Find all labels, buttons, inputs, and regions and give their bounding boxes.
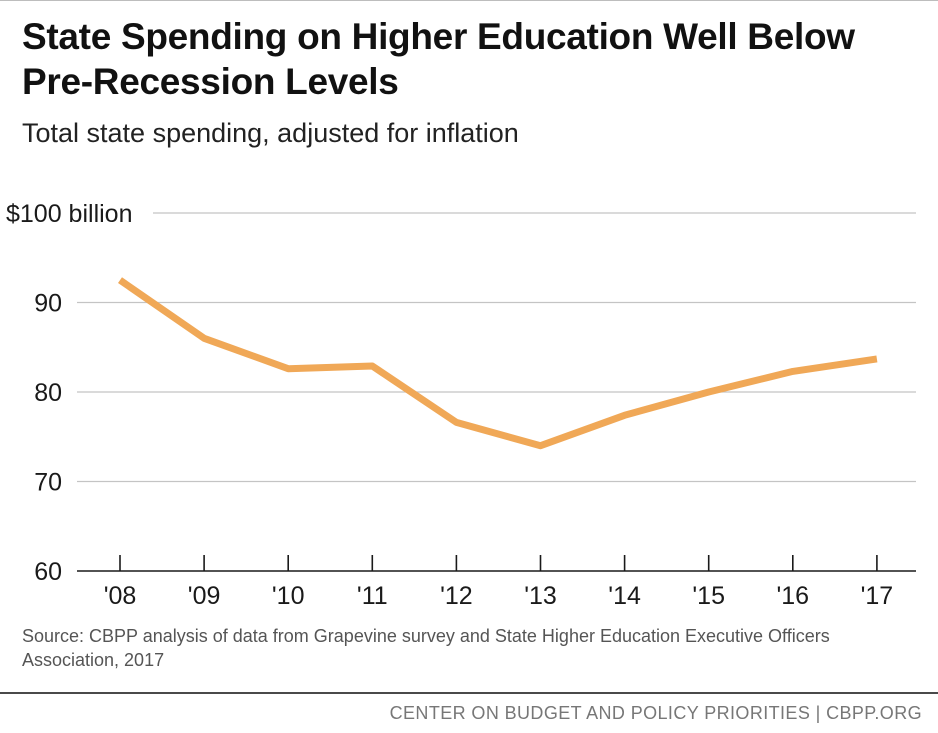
y-tick-label: $100 billion <box>6 200 133 228</box>
chart-subtitle: Total state spending, adjusted for infla… <box>22 118 519 148</box>
chart-title: State Spending on Higher Education Well … <box>22 16 855 102</box>
x-tick-label: '14 <box>608 582 641 610</box>
x-tick-label: '10 <box>272 582 305 610</box>
series-line-0 <box>118 277 878 450</box>
x-tick-label: '08 <box>104 582 137 610</box>
x-tick-label: '15 <box>692 582 725 610</box>
x-tick-label: '17 <box>861 582 894 610</box>
y-tick-label: 60 <box>34 558 62 586</box>
grid-lines <box>77 212 916 483</box>
x-axis: '08 '09 '10 '11 '12 '13 '14 '15 '16 '17 <box>77 555 916 610</box>
x-tick-label: '13 <box>524 582 557 610</box>
bottom-divider <box>0 692 938 694</box>
y-tick-label: 80 <box>34 379 62 407</box>
series-layer <box>118 277 878 450</box>
y-axis-labels: 60 70 80 90 $100 billion <box>6 200 133 586</box>
y-tick-label: 70 <box>34 469 62 497</box>
x-tick-label: '12 <box>440 582 473 610</box>
source-note: Source: CBPP analysis of data from Grape… <box>22 626 830 670</box>
top-divider <box>0 0 938 1</box>
x-tick-label: '11 <box>357 582 388 610</box>
x-tick-label: '16 <box>777 582 810 610</box>
footer-credit: CENTER ON BUDGET AND POLICY PRIORITIES |… <box>389 703 922 723</box>
y-tick-label: 90 <box>34 290 62 318</box>
x-tick-label: '09 <box>188 582 221 610</box>
